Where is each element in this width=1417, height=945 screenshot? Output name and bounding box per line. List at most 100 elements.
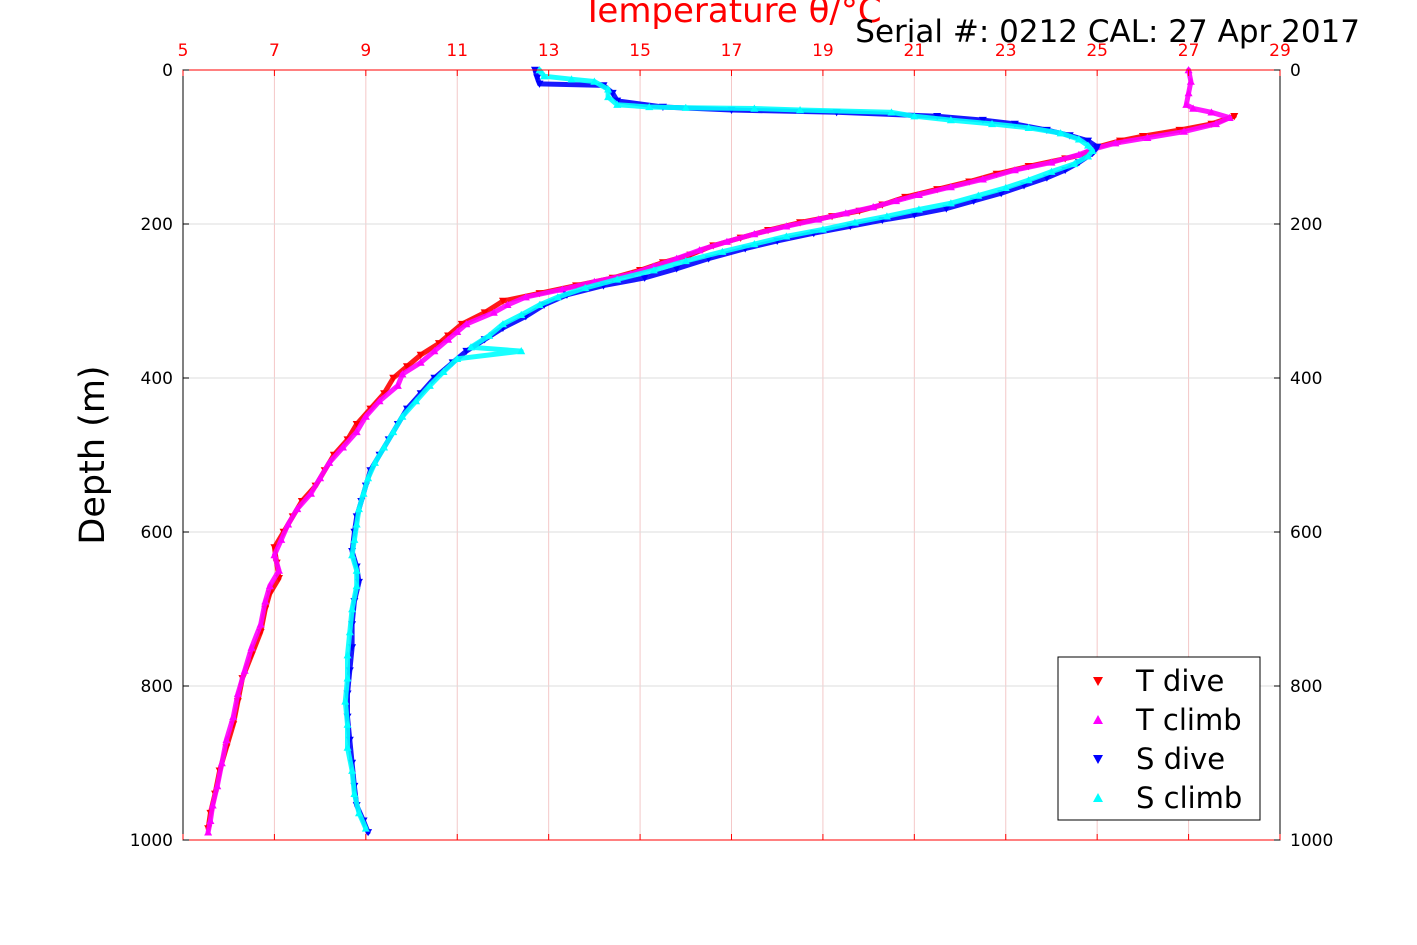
data-point bbox=[796, 106, 805, 114]
x-tick-label: 23 bbox=[995, 41, 1017, 61]
data-point bbox=[1212, 119, 1221, 128]
data-point bbox=[430, 347, 439, 355]
data-point bbox=[1024, 123, 1033, 131]
data-point bbox=[1088, 146, 1097, 155]
x-tick-label: 9 bbox=[360, 41, 371, 61]
data-point bbox=[293, 504, 302, 513]
data-point bbox=[695, 246, 704, 254]
data-point bbox=[348, 551, 357, 559]
data-point bbox=[978, 175, 987, 183]
data-point bbox=[217, 759, 226, 767]
x-tick-label: 7 bbox=[269, 41, 280, 61]
data-point bbox=[722, 237, 731, 245]
data-point bbox=[213, 782, 222, 790]
data-point bbox=[233, 689, 242, 697]
data-point bbox=[398, 370, 407, 378]
x-tick-label: 17 bbox=[721, 41, 743, 61]
data-point bbox=[1207, 108, 1216, 116]
data-point bbox=[1230, 113, 1239, 121]
data-point bbox=[1180, 127, 1189, 135]
data-point bbox=[466, 343, 475, 351]
data-point bbox=[782, 232, 791, 240]
data-point bbox=[1111, 139, 1120, 147]
data-point bbox=[240, 666, 249, 674]
data-point bbox=[338, 443, 347, 451]
data-point bbox=[247, 643, 256, 651]
data-point bbox=[1084, 152, 1093, 160]
data-point bbox=[361, 824, 370, 832]
data-point bbox=[489, 308, 498, 316]
y-tick-label: 600 bbox=[141, 523, 173, 543]
data-point bbox=[265, 581, 274, 590]
data-point bbox=[672, 254, 681, 262]
data-point bbox=[444, 335, 453, 343]
data-point bbox=[942, 205, 951, 213]
x-tick-label: 19 bbox=[812, 41, 834, 61]
data-point bbox=[352, 581, 361, 590]
data-point bbox=[1084, 141, 1093, 149]
series-layer bbox=[204, 66, 1239, 837]
legend-marker bbox=[1093, 793, 1103, 802]
data-point bbox=[672, 265, 681, 273]
data-point bbox=[1047, 167, 1056, 175]
data-point bbox=[567, 75, 576, 83]
data-point bbox=[914, 190, 923, 198]
data-point bbox=[1047, 158, 1056, 166]
data-point bbox=[814, 215, 823, 223]
x-tick-label: 11 bbox=[446, 41, 468, 61]
data-point bbox=[359, 489, 368, 497]
data-point bbox=[1010, 166, 1019, 174]
legend-label: T dive bbox=[1135, 664, 1224, 698]
data-point bbox=[439, 367, 448, 376]
data-point bbox=[533, 74, 542, 82]
data-point bbox=[887, 108, 896, 116]
x-tick-label: 15 bbox=[629, 41, 651, 61]
data-point bbox=[343, 674, 352, 682]
serial-annotation: Serial #: 0212 CAL: 27 Apr 2017 bbox=[855, 14, 1360, 50]
data-point bbox=[480, 309, 489, 317]
data-point bbox=[348, 766, 357, 774]
data-point bbox=[1074, 135, 1083, 143]
data-point bbox=[485, 331, 494, 339]
y-tick-label-right: 1000 bbox=[1290, 831, 1333, 851]
data-point bbox=[604, 85, 613, 93]
data-point bbox=[222, 735, 231, 744]
data-point bbox=[462, 320, 471, 328]
data-point bbox=[946, 183, 955, 191]
data-point bbox=[393, 381, 402, 389]
y-axis-label: Depth (m) bbox=[73, 365, 113, 544]
data-point bbox=[818, 225, 827, 233]
data-point bbox=[649, 266, 658, 274]
legend-label: S dive bbox=[1136, 742, 1225, 776]
data-point bbox=[208, 801, 217, 809]
data-point bbox=[613, 100, 622, 108]
data-point bbox=[453, 354, 462, 362]
data-point bbox=[380, 443, 389, 451]
data-point bbox=[604, 92, 613, 101]
data-point bbox=[256, 620, 265, 628]
y-tick-label-right: 800 bbox=[1290, 677, 1322, 697]
data-point bbox=[750, 230, 759, 238]
legend: T dive T climb S dive S climb bbox=[1057, 656, 1261, 821]
data-point bbox=[1056, 129, 1065, 137]
data-point bbox=[370, 458, 379, 466]
data-point bbox=[206, 816, 215, 824]
data-point bbox=[277, 535, 286, 543]
y-tick-label-right: 0 bbox=[1290, 61, 1301, 81]
data-point bbox=[352, 427, 361, 436]
data-point bbox=[457, 320, 466, 329]
data-point bbox=[1186, 77, 1195, 85]
data-point bbox=[1225, 113, 1234, 121]
data-point bbox=[380, 390, 389, 398]
data-point bbox=[946, 199, 955, 207]
data-point bbox=[425, 381, 434, 389]
data-point bbox=[782, 222, 791, 230]
data-point bbox=[350, 535, 359, 543]
x-tick-label: 13 bbox=[538, 41, 560, 61]
left-tick-labels: 0 200 400 600 800 1000 bbox=[130, 61, 173, 851]
data-point bbox=[681, 256, 690, 265]
legend-marker bbox=[1093, 755, 1103, 764]
legend-label: T climb bbox=[1135, 703, 1242, 737]
data-point bbox=[882, 212, 891, 220]
